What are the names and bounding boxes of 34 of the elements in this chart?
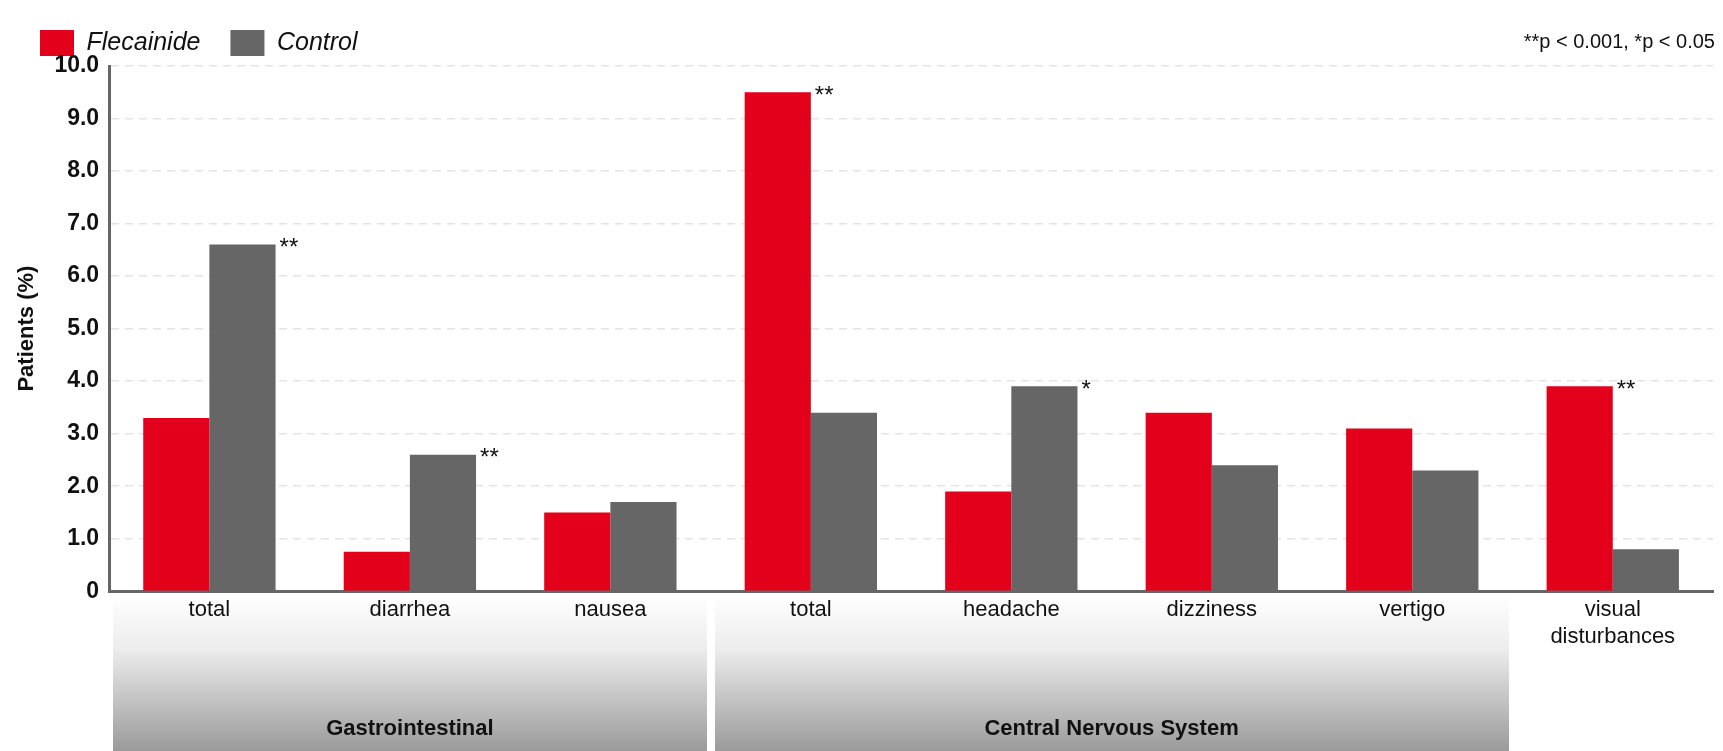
text: **p < 0.001, *p < 0.05: [1523, 29, 1715, 52]
x-tick-label: total: [188, 596, 231, 622]
data-label: **: [279, 233, 299, 261]
bar: [544, 512, 611, 591]
y-tick-label: 4.0: [67, 366, 100, 393]
bar: [945, 491, 1012, 591]
data-label: **: [814, 80, 834, 108]
bar: [1145, 412, 1212, 591]
y-tick-label: 8.0: [67, 156, 100, 183]
y-tick-label: 2.0: [67, 471, 100, 498]
legend-label: Control: [276, 26, 359, 55]
x-tick-label: diarrhea: [369, 596, 452, 622]
bar: [343, 551, 410, 591]
bar: [1346, 428, 1413, 591]
y-tick-label: 5.0: [67, 313, 100, 340]
data-label: **: [1616, 375, 1636, 402]
x-tick-label: headache: [962, 596, 1060, 622]
y-tick-label: 0: [86, 576, 100, 603]
x-tick-label: total: [790, 596, 832, 622]
y-tick-label: 9.0: [67, 103, 100, 130]
data-label: **: [480, 443, 499, 471]
y-tick-label: 1.0: [67, 524, 100, 551]
bar: [143, 417, 210, 591]
y-tick-label: 6.0: [67, 261, 100, 288]
x-tick-label: dizziness: [1166, 596, 1258, 622]
y-axis-title: Patients (%): [13, 265, 39, 392]
bar: [1546, 386, 1613, 591]
y-tick-label: 7.0: [67, 208, 100, 235]
data-label: *: [1081, 375, 1091, 402]
y-tick-label: 3.0: [67, 418, 100, 445]
x-tick-label: visual disturbances: [1550, 596, 1676, 648]
x-tick-label: vertigo: [1379, 596, 1446, 622]
bar: [744, 92, 811, 591]
x-tick-label: nausea: [574, 596, 648, 622]
